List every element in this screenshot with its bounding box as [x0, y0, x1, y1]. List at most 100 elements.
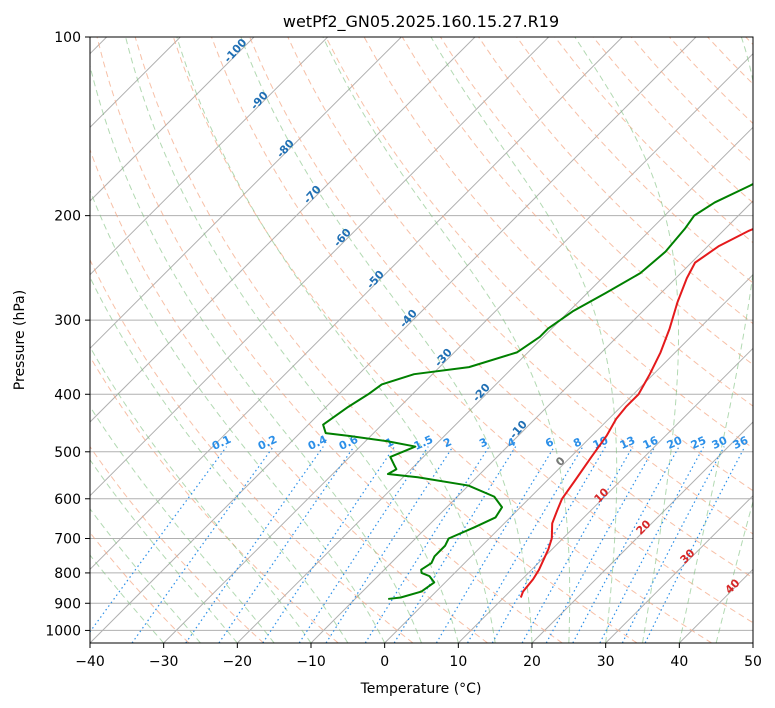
axes: −40 −30 −20 −10 0 10 20 30 40 50 100 200 300 400 500 60… — [45, 30, 762, 670]
isotherm-line — [90, 37, 476, 423]
moist-adiabat-line — [322, 37, 571, 643]
y-tick-label: 700 — [54, 532, 81, 548]
y-axis-title: Pressure (hPa) — [12, 290, 28, 390]
isotherm-line — [310, 200, 753, 643]
dry-adiabat-line — [90, 258, 414, 643]
moist-adiabat-label: 20 — [634, 517, 654, 537]
moist-adiabat-line — [90, 405, 275, 643]
dry-adiabat-line — [325, 37, 753, 492]
moist-adiabat-line — [430, 37, 618, 643]
isotherm-line — [236, 126, 753, 643]
isotherm-line — [90, 37, 550, 497]
dry-adiabat-label: -100 — [221, 36, 249, 65]
x-tick-label: −20 — [223, 654, 253, 670]
dry-adiabat-label: -60 — [331, 226, 354, 250]
dry-adiabat-line — [745, 37, 753, 46]
mixing-ratio-line — [644, 446, 746, 643]
y-tick-label: 400 — [54, 387, 81, 403]
isotherm-line — [457, 347, 753, 643]
dry-adiabat-label: -70 — [301, 183, 324, 207]
moist-adiabat-line — [90, 346, 312, 643]
moist-adiabat-line — [176, 37, 496, 643]
y-tick-label: 300 — [54, 313, 81, 329]
plot-frame — [89, 36, 754, 644]
y-tick-label: 500 — [54, 445, 81, 461]
dry-adiabat-line — [440, 37, 753, 366]
dry-adiabat-line — [478, 37, 753, 325]
mixing-ratio-line — [466, 446, 584, 643]
dry-adiabat-line — [96, 37, 563, 643]
dry-adiabat-label: -80 — [274, 137, 297, 161]
dry-adiabat-line — [516, 37, 753, 284]
moist-adiabat-line — [678, 37, 753, 643]
x-tick-label: −10 — [296, 654, 326, 670]
mixing-ratio-line — [262, 446, 396, 643]
isotherm-line — [90, 37, 329, 276]
y-tick-label: 200 — [54, 209, 81, 225]
dry-adiabat-line — [287, 37, 753, 535]
mixing-ratio-label: 25 — [689, 434, 708, 452]
dry-adiabat-line — [172, 37, 712, 643]
x-axis-title: Temperature (°C) — [360, 681, 482, 697]
moist-adiabat-line — [574, 37, 680, 643]
isotherm-line — [90, 37, 623, 571]
dry-adiabat-label: -20 — [470, 381, 493, 405]
moist-adiabat-line — [90, 458, 238, 643]
x-tick-label: 20 — [523, 654, 541, 670]
mixing-ratio-line — [298, 446, 429, 643]
isotherm-line — [90, 37, 255, 202]
mixing-ratio-line — [572, 446, 680, 643]
dry-adiabat-label: -90 — [248, 89, 271, 113]
moist-adiabat-line — [715, 499, 753, 643]
dry-adiabat-line — [707, 37, 753, 85]
y-tick-label: 600 — [54, 492, 81, 508]
mixing-ratio-line — [393, 446, 517, 643]
mixing-ratio-line — [218, 446, 355, 643]
mixing-ratio-line — [185, 446, 324, 643]
mixing-ratio-line — [435, 446, 555, 643]
dry-adiabat-label: -40 — [397, 307, 420, 331]
mixing-ratio-line — [491, 446, 607, 643]
y-tick-label: 800 — [54, 566, 81, 582]
isotherm-line — [605, 494, 753, 643]
mixing-ratio-line — [521, 446, 634, 643]
background-lines — [90, 37, 753, 643]
dry-adiabat-line — [90, 531, 190, 643]
x-tick-label: −30 — [149, 654, 179, 670]
temperature-profile-line — [519, 228, 753, 598]
mixing-ratio-line — [364, 446, 490, 643]
mixing-ratio-label: 36 — [731, 434, 751, 452]
chart-title: wetPf2_GN05.2025.160.15.27.R19 — [283, 12, 559, 32]
isotherm-line — [90, 37, 402, 350]
y-tick-label: 100 — [54, 30, 81, 46]
mixing-ratio-line — [599, 446, 705, 643]
dry-adiabat-line — [134, 37, 638, 643]
mixing-ratio-label: 0.4 — [306, 433, 329, 453]
moist-adiabat-label: 40 — [723, 576, 743, 596]
moist-adiabat-line — [90, 276, 349, 643]
mixing-ratio-label: 30 — [710, 434, 730, 452]
y-tick-label: 900 — [54, 596, 81, 612]
moist-adiabat-line — [90, 554, 165, 643]
x-tick-label: 40 — [670, 654, 688, 670]
moist-adiabat-line — [90, 508, 201, 643]
x-tick-label: 30 — [597, 654, 615, 670]
dewpoint-profile-line — [322, 182, 753, 600]
isotherm-line — [163, 52, 753, 643]
moist-adiabat-line — [125, 37, 459, 643]
isotherm-line — [384, 273, 753, 643]
dry-adiabat-label: -50 — [364, 268, 387, 292]
isotherm-line — [752, 642, 753, 643]
isotherm-line — [531, 421, 753, 643]
moist-adiabat-label: 10 — [592, 485, 612, 505]
mixing-ratio-label: 16 — [641, 434, 661, 452]
dry-adiabat-line — [90, 355, 339, 643]
mixing-ratio-line — [325, 446, 454, 643]
profile-lines — [322, 182, 753, 600]
dry-adiabat-line — [90, 148, 488, 643]
mixing-ratio-line — [131, 446, 274, 643]
mixing-ratio-label: 1.5 — [412, 433, 435, 453]
moist-adiabat-line — [90, 189, 386, 643]
